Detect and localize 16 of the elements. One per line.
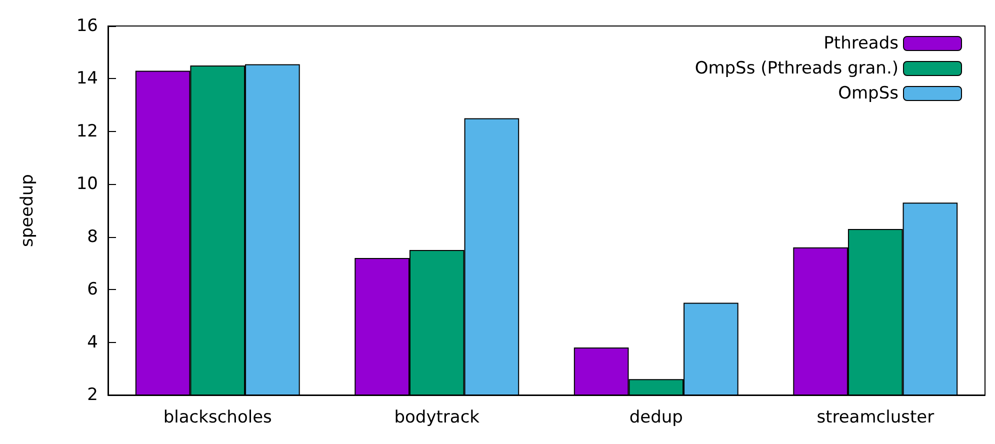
- x-tick-label: blackscholes: [163, 408, 272, 428]
- legend-label: OmpSs (Pthreads gran.): [694, 58, 898, 78]
- legend-label: Pthreads: [824, 34, 899, 54]
- y-tick-label: 12: [76, 121, 98, 142]
- x-tick-label: bodytrack: [394, 408, 480, 428]
- x-tick-label: dedup: [629, 408, 683, 428]
- y-tick-label: 16: [76, 16, 98, 36]
- y-axis-title: speedup: [18, 174, 38, 247]
- y-tick-label: 8: [87, 226, 98, 247]
- legend-label: OmpSs: [838, 84, 899, 104]
- y-tick-label: 6: [87, 280, 98, 300]
- y-tick-label: 14: [76, 68, 98, 89]
- y-tick-label: 4: [87, 332, 98, 352]
- x-tick-label: streamcluster: [816, 408, 934, 428]
- y-tick-label: 2: [87, 385, 98, 405]
- y-tick-label: 10: [76, 174, 98, 194]
